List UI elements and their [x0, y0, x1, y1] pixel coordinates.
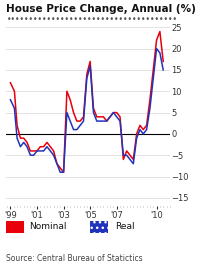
Text: House Price Change, Annual (%): House Price Change, Annual (%)	[6, 4, 196, 14]
Text: Nominal: Nominal	[29, 222, 66, 231]
Text: Source: Central Bureau of Statictics: Source: Central Bureau of Statictics	[6, 254, 143, 263]
Text: ••••••••••••••••••••••••••••••••••••••: ••••••••••••••••••••••••••••••••••••••	[6, 15, 177, 24]
Text: Real: Real	[115, 222, 135, 231]
FancyBboxPatch shape	[90, 221, 108, 233]
